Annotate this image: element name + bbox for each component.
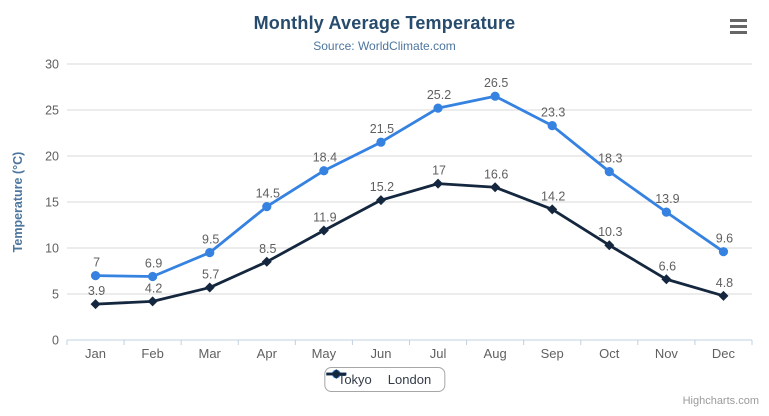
marker-london[interactable]	[261, 256, 272, 267]
marker-tokyo[interactable]	[205, 248, 215, 258]
y-axis-tick-label: 5	[52, 288, 59, 302]
data-label: 16.6	[484, 167, 508, 181]
marker-tokyo[interactable]	[718, 247, 729, 257]
marker-tokyo[interactable]	[433, 103, 443, 113]
y-axis-tick-label: 20	[45, 150, 59, 164]
data-label: 6.9	[145, 257, 162, 271]
x-axis-tick-label: Jul	[430, 346, 447, 361]
series-line-tokyo[interactable]	[95, 94, 725, 278]
x-axis-tick-label: Nov	[655, 346, 679, 361]
y-axis-title: Temperature (°C)	[11, 152, 25, 253]
chart-subtitle: Source: WorldClimate.com	[313, 39, 456, 53]
x-axis-tick-label: Aug	[484, 346, 507, 361]
data-label: 6.6	[659, 259, 676, 273]
data-label: 5.7	[202, 268, 219, 282]
data-label: 26.5	[484, 76, 508, 90]
marker-tokyo[interactable]	[90, 271, 101, 281]
data-label: 25.2	[427, 88, 451, 102]
marker-london[interactable]	[90, 299, 101, 310]
marker-tokyo[interactable]	[148, 271, 158, 282]
x-axis-tick-label: May	[312, 346, 337, 361]
y-axis-tick-label: 0	[52, 334, 59, 348]
marker-london[interactable]	[547, 204, 558, 215]
marker-london[interactable]	[147, 296, 158, 307]
data-label: 18.3	[598, 152, 622, 166]
y-axis-tick-label: 15	[45, 196, 59, 210]
legend-label: Tokyo	[337, 372, 372, 387]
y-axis-tick-label: 25	[45, 104, 59, 118]
hamburger-icon[interactable]	[730, 19, 747, 34]
data-label: 14.2	[541, 189, 565, 203]
hamburger-bar	[730, 19, 747, 23]
marker-tokyo[interactable]	[490, 91, 500, 101]
legend: Tokyo London	[323, 367, 446, 392]
x-axis-tick-label: Jan	[85, 346, 106, 361]
x-axis-tick-label: Mar	[199, 346, 222, 361]
data-label: 7	[93, 256, 100, 270]
data-label: 14.5	[256, 187, 280, 201]
data-label: 11.9	[313, 211, 336, 225]
data-label: 9.5	[202, 233, 219, 247]
x-axis-tick-label: Sep	[541, 346, 564, 361]
x-axis-tick-label: Feb	[141, 346, 163, 361]
y-axis-tick-label: 30	[45, 58, 59, 72]
marker-tokyo[interactable]	[376, 137, 386, 147]
marker-tokyo[interactable]	[604, 167, 614, 177]
marker-london[interactable]	[604, 240, 615, 251]
data-label: 21.5	[370, 122, 394, 136]
data-label: 4.8	[716, 276, 733, 290]
marker-london[interactable]	[375, 195, 386, 206]
marker-london[interactable]	[718, 290, 729, 301]
data-label: 10.3	[598, 225, 622, 239]
data-label: 3.9	[88, 284, 105, 298]
data-label: 9.6	[716, 232, 733, 246]
marker-london[interactable]	[204, 282, 215, 293]
y-axis-tick-label: 10	[45, 242, 59, 256]
hamburger-bar	[730, 30, 747, 34]
x-axis-tick-label: Oct	[599, 346, 620, 361]
marker-london[interactable]	[433, 178, 444, 189]
marker-tokyo[interactable]	[319, 166, 329, 176]
data-label: 8.5	[259, 242, 276, 256]
data-label: 13.9	[655, 192, 679, 206]
legend-item-london[interactable]: London	[325, 369, 432, 387]
data-label: 18.4	[313, 151, 337, 165]
marker-tokyo[interactable]	[262, 202, 272, 212]
credits-link[interactable]: Highcharts.com	[682, 395, 759, 407]
legend-marker-diamond-icon	[325, 369, 346, 379]
legend-label: London	[387, 372, 432, 387]
data-label: 17	[432, 164, 446, 178]
hamburger-bar	[730, 24, 747, 29]
data-label: 23.3	[541, 106, 565, 120]
marker-london[interactable]	[318, 225, 329, 236]
data-label: 15.2	[370, 180, 394, 194]
x-axis-tick-label: Dec	[712, 346, 736, 361]
marker-london[interactable]	[490, 182, 501, 193]
data-label: 4.2	[145, 281, 162, 295]
marker-london[interactable]	[661, 274, 672, 285]
x-axis-tick-label: Apr	[257, 346, 278, 361]
series-line-london[interactable]	[95, 182, 724, 306]
marker-tokyo[interactable]	[547, 121, 557, 131]
chart-title: Monthly Average Temperature	[253, 13, 516, 33]
x-axis-tick-label: Jun	[370, 346, 391, 361]
marker-tokyo[interactable]	[661, 207, 671, 217]
